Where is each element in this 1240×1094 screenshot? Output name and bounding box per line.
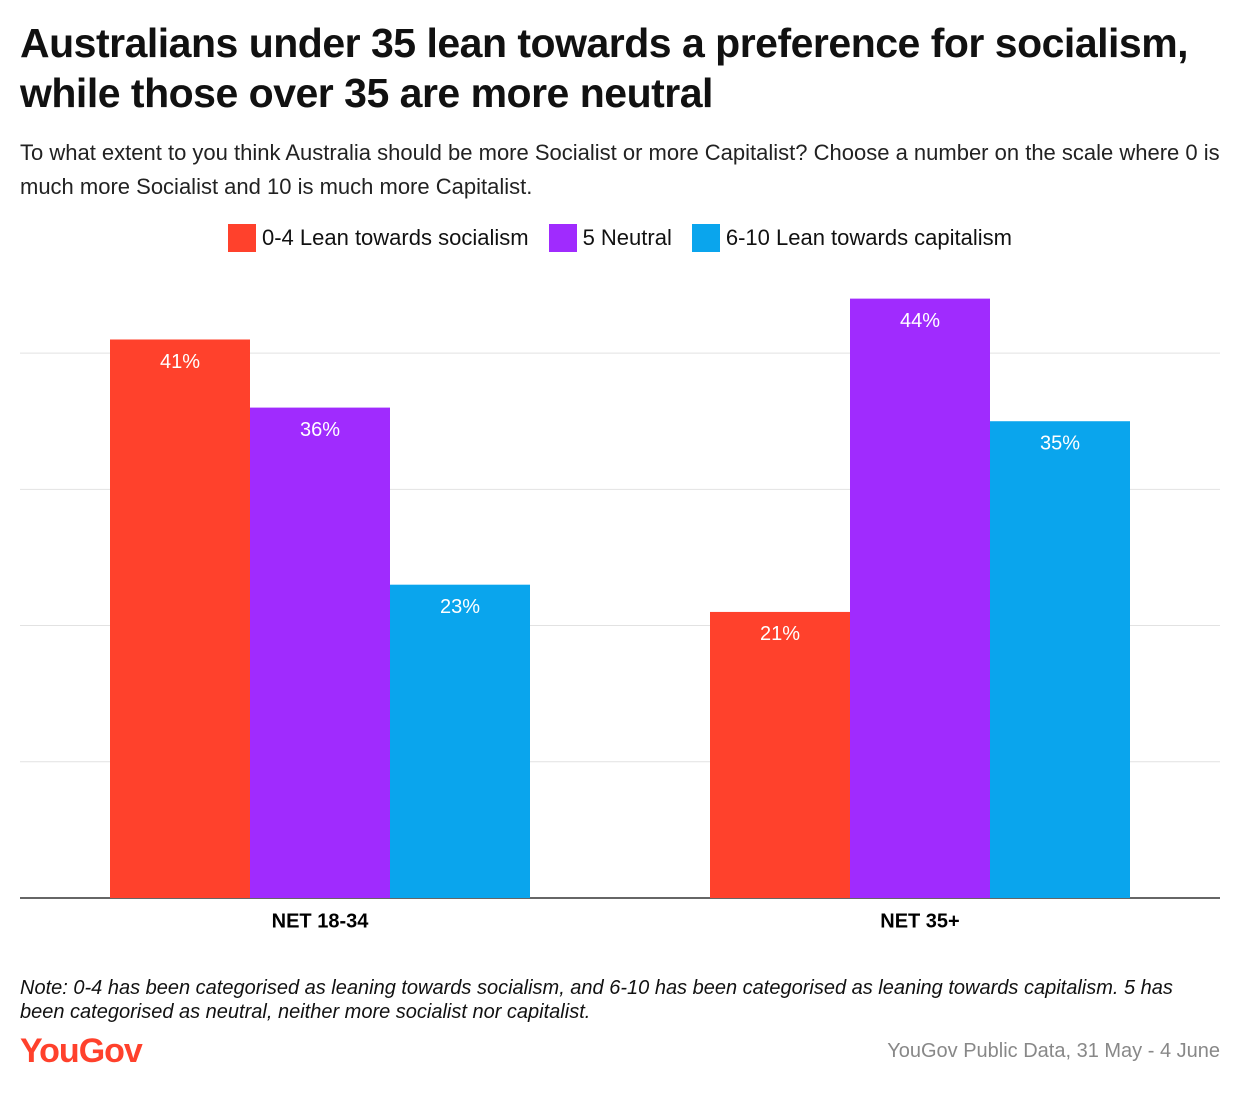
legend: 0-4 Lean towards socialism 5 Neutral 6-10 …: [0, 224, 1240, 252]
bar: [110, 339, 250, 898]
data-label: 21%: [760, 623, 800, 645]
data-label: 44%: [900, 310, 940, 332]
legend-label: 6-10 Lean towards capitalism: [725, 225, 1012, 250]
chart: NET 18-34 41% 36% 23% NET 35+ 21% 44% 35%: [20, 298, 1220, 932]
bar: [850, 298, 990, 899]
bar: [390, 584, 530, 898]
chart-subtitle: To what extent to you think Australia sh…: [20, 140, 1220, 199]
data-label: 36%: [300, 419, 340, 441]
legend-item: 0-4 Lean towards socialism: [227, 224, 529, 252]
data-label: 35%: [1040, 433, 1080, 455]
legend-label: 5 Neutral: [582, 225, 672, 250]
legend-item: 5 Neutral: [548, 224, 672, 252]
legend-item: 6-10 Lean towards capitalism: [691, 224, 1012, 252]
legend-swatch: [548, 224, 577, 252]
source: YouGov Public Data, 31 May - 4 June: [887, 1040, 1220, 1062]
note: Note: 0-4 has been categorised as leanin…: [20, 977, 1173, 1023]
logo: YouGov: [20, 1032, 143, 1070]
x-tick-label: NET 18-34: [272, 910, 370, 932]
bar: [250, 407, 390, 898]
data-label: 41%: [160, 351, 200, 373]
bar: [710, 611, 850, 898]
x-tick-label: NET 35+: [880, 910, 959, 932]
legend-swatch: [227, 224, 256, 252]
bar: [990, 421, 1130, 898]
data-label: 23%: [440, 596, 480, 618]
chart-title: Australians under 35 lean towards a pref…: [20, 20, 1189, 116]
legend-label: 0-4 Lean towards socialism: [261, 225, 529, 250]
legend-swatch: [691, 224, 720, 252]
